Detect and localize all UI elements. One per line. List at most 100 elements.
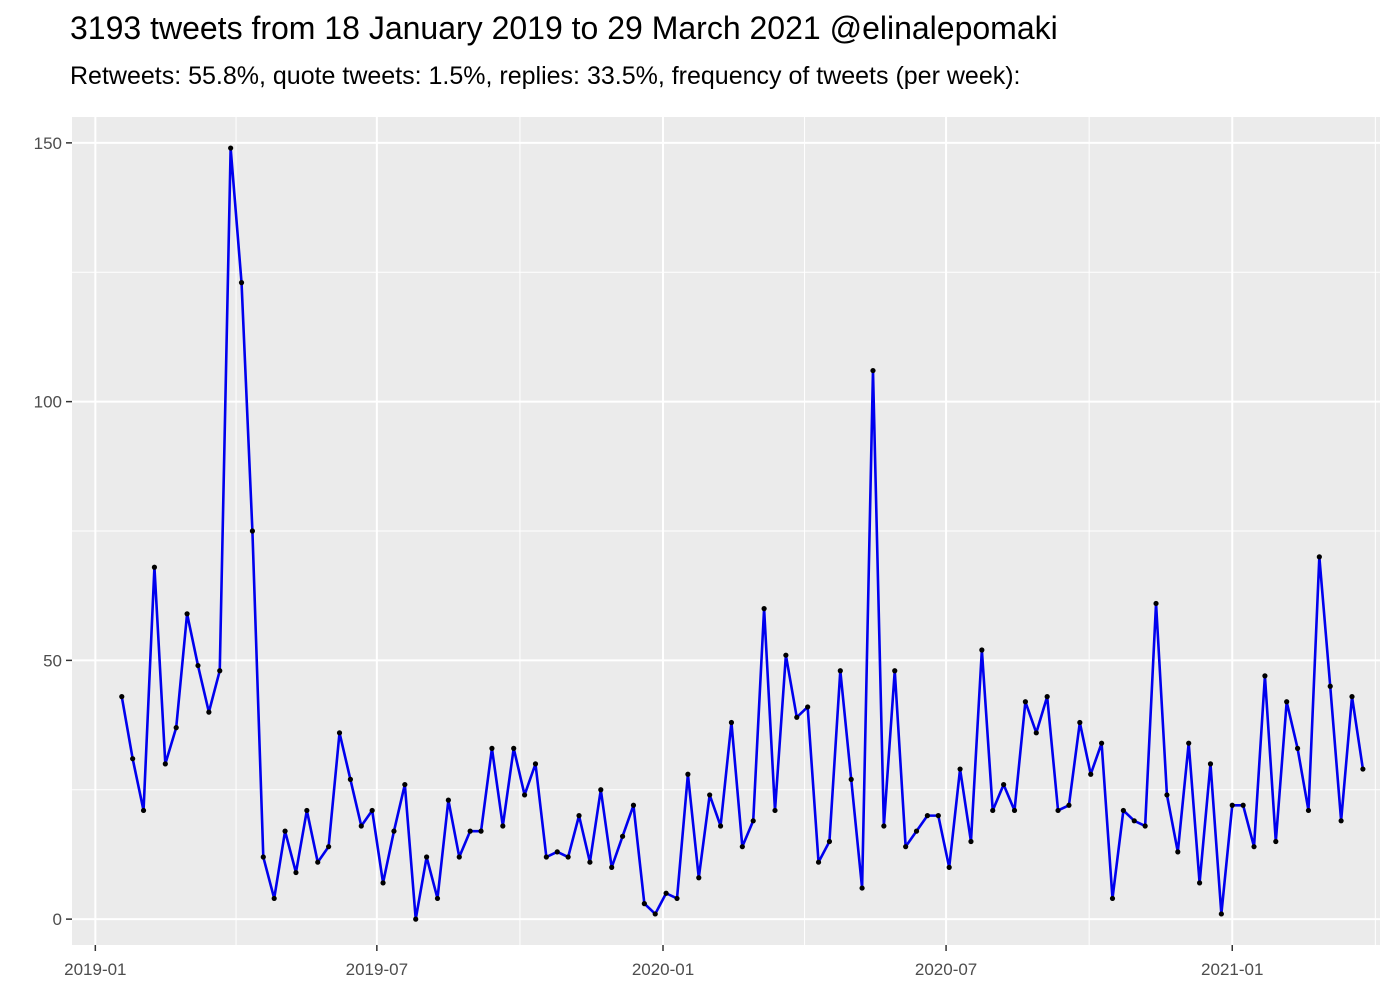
data-point [990, 807, 996, 814]
data-point [195, 662, 201, 669]
data-point [1305, 807, 1312, 814]
data-point [1077, 719, 1083, 726]
data-point [630, 802, 637, 808]
data-point [1196, 880, 1203, 886]
data-point [402, 781, 408, 788]
data-point [1207, 761, 1214, 767]
data-point [946, 864, 952, 870]
points-layer [119, 145, 1366, 922]
data-point [467, 828, 473, 834]
data-point [1109, 895, 1116, 902]
x-tick-label: 2019-07 [346, 960, 408, 979]
data-point [358, 823, 364, 829]
chart-subtitle: Retweets: 55.8%, quote tweets: 1.5%, rep… [70, 62, 1021, 90]
data-point [140, 807, 147, 814]
y-tick-label: 150 [34, 134, 62, 153]
data-point [391, 828, 397, 834]
data-point [598, 787, 604, 793]
data-point [445, 797, 451, 803]
data-point [674, 895, 680, 902]
data-point [576, 813, 582, 819]
y-tick-label: 100 [34, 393, 62, 412]
data-point [619, 833, 626, 839]
data-point [805, 704, 811, 710]
data-point [489, 745, 495, 751]
data-point [892, 668, 898, 674]
data-point [1284, 699, 1290, 705]
data-point [162, 761, 168, 767]
chart-title: 3193 tweets from 18 January 2019 to 29 M… [70, 10, 1058, 46]
data-point [1011, 807, 1018, 814]
data-point [979, 647, 985, 653]
data-point [119, 694, 125, 700]
data-point [249, 528, 256, 534]
data-point [1001, 781, 1007, 788]
data-point [532, 761, 539, 767]
data-point [1131, 818, 1137, 824]
data-point [1153, 600, 1159, 607]
data-point [1033, 730, 1039, 736]
data-point [1175, 849, 1181, 855]
data-point [217, 668, 223, 674]
data-point [1294, 745, 1301, 751]
data-point [652, 911, 658, 917]
grid-minor [72, 117, 1380, 945]
data-point [935, 813, 941, 819]
data-point [750, 818, 756, 824]
data-point [521, 792, 528, 798]
data-point [826, 838, 833, 845]
data-point [772, 807, 778, 814]
data-point [130, 756, 136, 762]
data-point [1142, 823, 1148, 829]
data-point [1088, 771, 1094, 777]
data-point [957, 766, 963, 772]
data-point [1055, 807, 1061, 814]
data-point [1120, 807, 1126, 814]
data-point [173, 725, 179, 731]
data-point [837, 668, 843, 674]
data-point [1349, 694, 1355, 700]
data-point [794, 714, 800, 720]
data-point [543, 854, 549, 860]
data-point [881, 823, 887, 829]
data-point [554, 849, 560, 855]
data-point [206, 709, 212, 715]
data-point [151, 564, 158, 570]
data-point [848, 776, 854, 783]
data-point [609, 864, 615, 870]
data-point [500, 823, 506, 829]
data-point [1327, 683, 1333, 689]
x-tick-label: 2020-07 [915, 960, 977, 979]
data-point [336, 730, 343, 736]
data-point [761, 606, 767, 612]
data-point [369, 807, 375, 814]
data-point [565, 854, 571, 860]
data-point [424, 854, 430, 860]
data-point [1186, 740, 1192, 746]
data-point [1044, 694, 1050, 700]
data-point [304, 807, 310, 814]
data-point [228, 145, 234, 151]
data-point [260, 854, 266, 860]
data-point [870, 367, 876, 374]
data-point [924, 813, 931, 819]
y-tick-label: 0 [53, 910, 62, 929]
data-point [696, 875, 702, 881]
data-point [903, 844, 909, 850]
data-point [380, 880, 386, 886]
data-point [315, 859, 321, 865]
data-point [413, 916, 419, 922]
data-point [1229, 802, 1235, 808]
data-point [1316, 554, 1322, 560]
data-point [238, 280, 245, 286]
data-point [739, 844, 745, 850]
data-point [685, 771, 691, 777]
axes-layer: 2019-01 2019-07 2020-01 2020-07 2021-01 0 50 10… [34, 134, 1264, 979]
data-point [293, 869, 299, 876]
data-point [1218, 911, 1224, 917]
data-point [663, 890, 669, 896]
data-point [1066, 802, 1072, 808]
data-point [434, 895, 441, 902]
data-point [1164, 792, 1170, 798]
